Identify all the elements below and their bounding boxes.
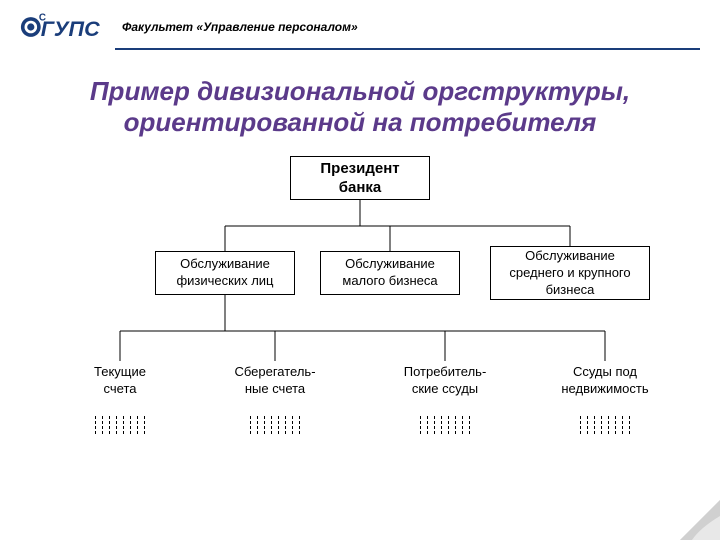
node-l2a: Текущиесчета bbox=[60, 361, 180, 401]
dash-group bbox=[385, 416, 505, 434]
svg-text:ГУПС: ГУПС bbox=[41, 16, 100, 41]
page-fold-icon bbox=[680, 500, 720, 540]
chart-connectors bbox=[0, 156, 720, 516]
svg-text:С: С bbox=[39, 13, 46, 24]
header-divider bbox=[115, 48, 700, 50]
page-title: Пример дивизиональной оргструктуры, орие… bbox=[30, 76, 690, 138]
node-l2b: Сберегатель-ные счета bbox=[215, 361, 335, 401]
dash-group bbox=[60, 416, 180, 434]
node-l2c: Потребитель-ские ссуды bbox=[385, 361, 505, 401]
node-l1b: Обслуживаниемалого бизнеса bbox=[320, 251, 460, 295]
node-root: Президентбанка bbox=[290, 156, 430, 200]
org-chart: Президентбанка Обслуживаниефизических лиц… bbox=[0, 156, 720, 516]
dash-group bbox=[215, 416, 335, 434]
dash-group bbox=[540, 416, 670, 434]
node-l2d: Ссуды поднедвижимость bbox=[540, 361, 670, 401]
node-l1a: Обслуживаниефизических лиц bbox=[155, 251, 295, 295]
logo: ГУПС С bbox=[20, 8, 110, 46]
node-l1c: Обслуживаниесреднего и крупногобизнеса bbox=[490, 246, 650, 300]
header-subtitle: Факультет «Управление персоналом» bbox=[122, 20, 358, 34]
header: ГУПС С Факультет «Управление персоналом» bbox=[0, 0, 720, 46]
